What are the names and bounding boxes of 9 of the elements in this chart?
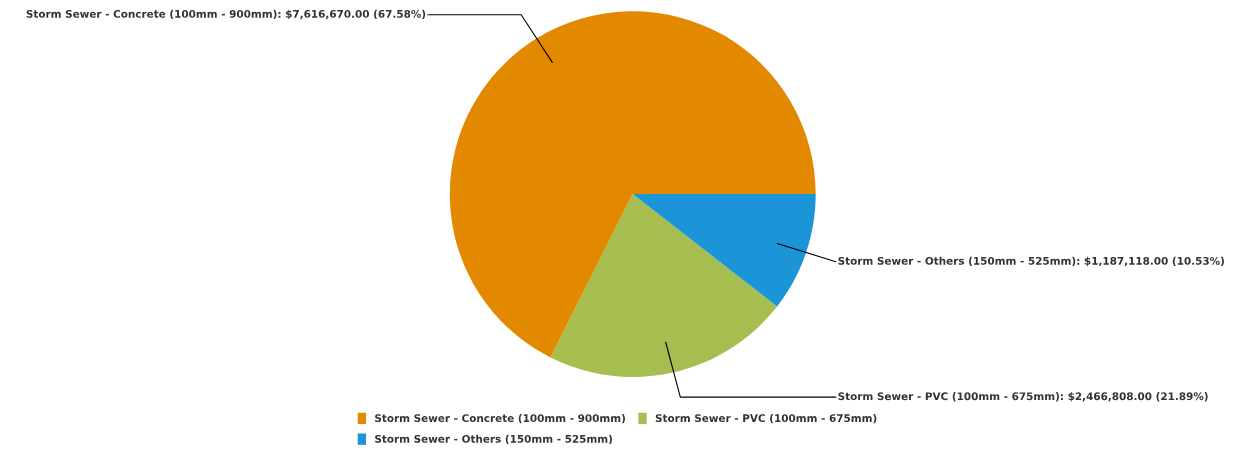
legend-label: Storm Sewer - PVC (100mm - 675mm) (655, 414, 877, 424)
data-label: Storm Sewer - Others (150mm - 525mm): $1,187,118.00 (10.53%) (838, 256, 1224, 267)
pie-slice (449, 11, 816, 358)
data-label: Storm Sewer - PVC (100mm - 675mm): $2,466,808.00 (21.89%) (838, 392, 1208, 402)
pie-slice (550, 194, 778, 378)
data-label: Storm Sewer - Concrete (100mm - 900mm): $7,616,670.00 (67.58%) (26, 9, 426, 20)
pie-slice (632, 194, 816, 307)
legend-label: Storm Sewer - Concrete (100mm - 900mm) (375, 414, 625, 424)
legend-label: Storm Sewer - Others (150mm - 525mm) (375, 434, 612, 445)
